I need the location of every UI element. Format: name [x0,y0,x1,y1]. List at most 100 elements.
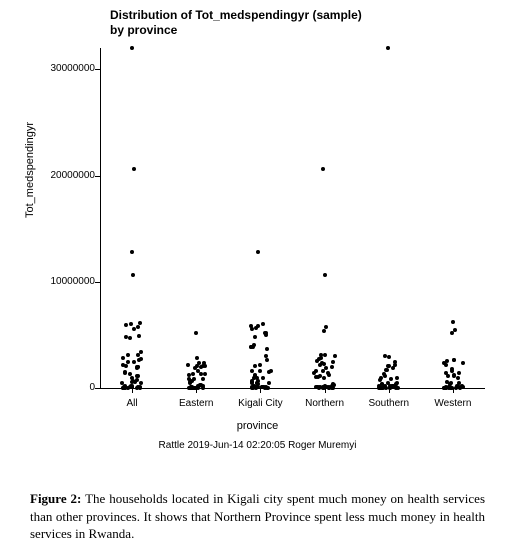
data-point [190,386,194,390]
data-point [395,381,399,385]
data-point [447,385,451,389]
y-tick-label: 10000000 [15,276,95,287]
data-point [379,376,383,380]
data-point [457,371,461,375]
data-point [452,358,456,362]
data-point [318,385,322,389]
data-point [264,331,268,335]
data-point [130,385,134,389]
data-point [261,376,265,380]
data-point [323,273,327,277]
data-point [388,386,392,390]
data-point [139,381,143,385]
data-point [195,356,199,360]
data-point [453,328,457,332]
data-point [122,385,126,389]
data-point [395,376,399,380]
data-point [249,324,253,328]
data-point [256,385,260,389]
data-point [450,331,454,335]
data-point [201,386,205,390]
x-axis-line [100,388,485,389]
data-point [201,364,205,368]
data-point [319,356,323,360]
data-point [389,377,393,381]
data-point [131,379,135,383]
data-point [194,331,198,335]
data-point [139,357,143,361]
data-point [251,386,255,390]
data-point [256,250,260,254]
data-point [321,167,325,171]
data-point [253,364,257,368]
x-tick-label: Eastern [179,398,213,409]
data-point [137,334,141,338]
data-point [323,353,327,357]
data-point [265,347,269,351]
data-point [201,377,205,381]
data-point [253,373,257,377]
data-point [442,386,446,390]
data-point [386,46,390,50]
x-tick-label: All [127,398,138,409]
data-point [451,320,455,324]
data-point [450,367,454,371]
y-tick-label: 20000000 [15,170,95,181]
data-point [458,386,462,390]
figure-caption: Figure 2: The households located in Kiga… [30,490,485,543]
data-point [187,373,191,377]
x-tick-label: Southern [368,398,409,409]
chart-title: Distribution of Tot_medspendingyr (sampl… [110,8,362,38]
data-point [324,325,328,329]
y-tick-label: 0 [15,382,95,393]
data-point [326,371,330,375]
data-point [254,326,258,330]
x-axis-label: province [0,420,515,432]
data-point [383,374,387,378]
data-point [324,366,328,370]
data-point [126,353,130,357]
data-point [445,380,449,384]
data-point [321,386,325,390]
data-point [456,376,460,380]
data-point [330,365,334,369]
x-tick-label: Northern [305,398,344,409]
data-point [138,321,142,325]
data-point [446,374,450,378]
data-point [123,370,127,374]
data-point [197,361,201,365]
caption-text: The households located in Kigali city sp… [30,491,485,541]
data-point [393,363,397,367]
plot-area [100,48,485,388]
x-tick-label: Kigali City [238,398,282,409]
data-point [250,380,254,384]
data-point [124,323,128,327]
data-point [265,358,269,362]
data-point [331,360,335,364]
data-point [260,385,264,389]
data-point [136,374,140,378]
data-point [121,356,125,360]
data-point [327,386,331,390]
data-point [191,372,195,376]
data-point [444,363,448,367]
y-tick [95,388,100,389]
x-tick-label: Western [434,398,471,409]
data-point [258,369,262,373]
data-point [267,381,271,385]
data-point [131,273,135,277]
data-point [264,385,268,389]
data-point [132,167,136,171]
data-point [316,375,320,379]
data-point [333,354,337,358]
data-point [129,322,133,326]
data-point [130,376,134,380]
data-point [130,250,134,254]
chart-footer: Rattle 2019-Jun-14 02:20:05 Roger Muremy… [0,440,515,451]
data-point [136,385,140,389]
data-point [261,322,265,326]
caption-label: Figure 2: [30,491,81,506]
data-point [394,386,398,390]
data-point [188,380,192,384]
data-point [132,327,136,331]
